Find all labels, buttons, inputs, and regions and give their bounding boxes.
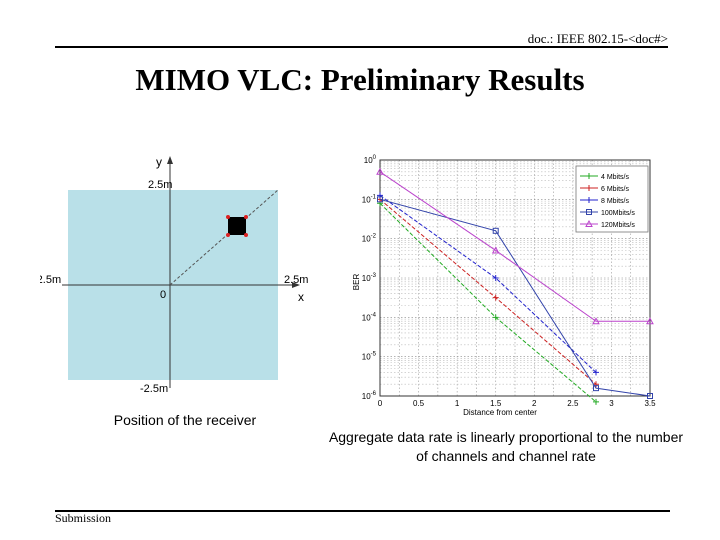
legend-entry: 4 Mbits/s [601,174,630,181]
data-point [492,294,499,301]
diagram-caption: Position of the receiver [113,412,257,428]
receiver-corner-dot [244,215,248,219]
series-line [379,198,651,397]
y-axis-label: y [156,155,162,169]
legend-entry: 6 Mbits/s [601,186,630,193]
origin-label: 0 [160,289,166,301]
x-tick-label: 3 [609,399,614,408]
data-point [585,219,593,227]
footer-submission: Submission [55,511,112,525]
x-tick-label: 3.5 [644,399,656,408]
x-tick-label: 0.5 [413,399,425,408]
ber-chart: 100 10-1 10-2 10-3 10-4 10-5 10-6 0 0.5 1 1.5 2 2.5… [352,155,656,417]
y-tick-label: 10-5 [362,352,377,362]
top-bound-label: 2.5m [148,179,172,191]
data-point [586,209,592,215]
slide-title: MIMO VLC: Preliminary Results [135,62,585,97]
y-tick-label: 100 [364,155,377,165]
data-point [376,167,384,175]
y-tick-labels: 100 10-1 10-2 10-3 10-4 10-5 10-6 [362,155,377,401]
data-point [647,393,653,399]
receiver-corner-dot [226,233,230,237]
x-tick-label: 1.5 [490,399,502,408]
receiver-position-diagram: y x 2.5m -2.5m -2.5m 2.5m 0 [40,155,308,395]
data-point [492,314,499,321]
left-bound-label: -2.5m [40,274,61,286]
data-point [592,317,600,325]
legend-entry: 8 Mbits/s [601,198,630,205]
y-tick-label: 10-3 [362,273,377,283]
data-point [586,185,592,191]
receiver-marker [228,217,246,235]
y-axis-title: BER [352,274,361,291]
document-id: doc.: IEEE 802.15-<doc#> [527,31,668,46]
data-point [586,197,592,203]
x-tick-label: 0 [378,399,383,408]
chart-caption: Aggregate data rate is linearly proporti… [328,429,684,464]
right-bound-label: 2.5m [284,274,308,286]
series-layer [376,167,654,405]
y-tick-label: 10-6 [362,391,377,401]
receiver-corner-dot [226,215,230,219]
legend-box [575,165,649,233]
y-tick-label: 10-1 [362,194,377,204]
chart-legend: 4 Mbits/s 6 Mbits/s 8 Mbits/s 100Mbits/s 120… [575,165,649,233]
data-point [593,369,599,376]
y-tick-label: 10-4 [362,312,377,322]
receiver-corner-dot [244,233,248,237]
data-point [377,192,383,199]
x-axis-arrow [292,282,300,288]
data-point [586,173,592,179]
header-rule [55,46,668,48]
bottom-bound-label: -2.5m [140,383,168,395]
data-point [593,398,599,405]
y-axis-arrow [167,156,173,164]
data-point [646,317,654,325]
series-line [379,171,650,322]
x-tick-label: 2 [532,399,537,408]
data-point [593,385,599,392]
legend-entry: 120Mbits/s [601,222,635,229]
footer-rule [55,510,670,512]
y-tick-label: 10-2 [362,234,377,244]
x-axis-label: x [298,290,304,304]
legend-entry: 100Mbits/s [601,210,635,217]
data-point [377,196,383,203]
data-point [491,246,500,254]
x-tick-label: 1 [455,399,460,408]
plot-frame [379,159,651,397]
x-axis-title: Distance from center [463,408,537,417]
diagonal-dashed-line [169,189,279,286]
data-point [492,275,499,281]
x-tick-label: 2.5 [567,399,579,408]
data-point [492,227,499,234]
x-tick-labels: 0 0.5 1 1.5 2 2.5 3 3.5 [378,399,656,408]
